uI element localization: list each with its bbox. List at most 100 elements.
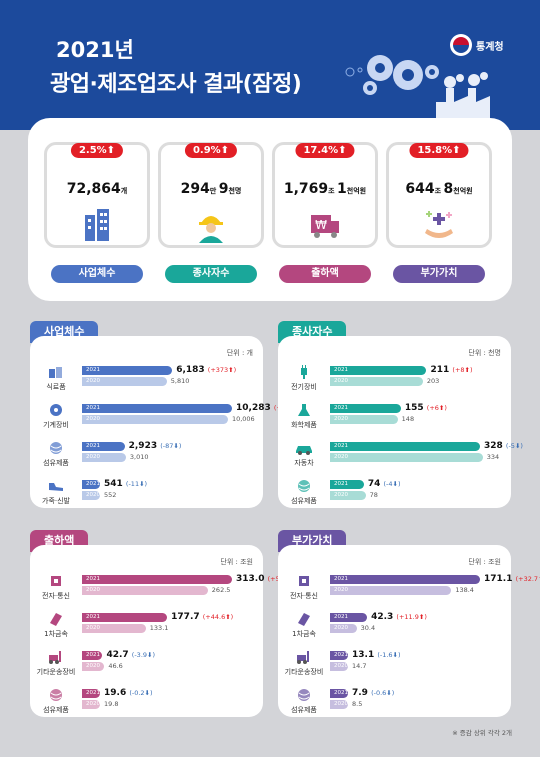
logo-text: 통계청 xyxy=(476,41,504,53)
value-2021: 211 (+8⬆) xyxy=(430,365,472,375)
value-2020: 30.4 xyxy=(360,624,376,632)
year-label: 2020 xyxy=(86,625,100,631)
year-label: 2020 xyxy=(334,492,348,498)
bar-row: 섬유제품 2021 2020 19.6 (-0.2⬇) 19.8 xyxy=(30,687,263,727)
value-text: 13.1 xyxy=(352,650,378,660)
bar-2020: 2020 xyxy=(330,415,398,424)
year-label: 2021 xyxy=(334,405,348,411)
summary-card-3: 17.4%⬆ 1,769조 1천억원 ₩ xyxy=(272,142,378,248)
gear-icon xyxy=(46,402,66,418)
value-text: 328 xyxy=(484,441,506,451)
year-label: 2020 xyxy=(86,587,100,593)
summary-card-4: 15.8%⬆ 644조 8천억원 xyxy=(386,142,492,248)
yarn-icon xyxy=(46,687,66,703)
year-label: 2020 xyxy=(86,378,100,384)
value-unit: 조 xyxy=(434,187,444,195)
change-text: (-0.2⬇) xyxy=(129,689,153,697)
year-label: 2020 xyxy=(86,663,100,669)
row-label: 섬유제품 xyxy=(291,497,317,505)
year-label: 2021 xyxy=(86,367,100,373)
footnote: ※ 증감 상위 각각 2개 xyxy=(452,729,512,737)
summary-value: 644조 8천억원 xyxy=(389,181,489,197)
value-unit: 만 xyxy=(209,187,219,195)
unit-label: 단위 : 조원 xyxy=(468,558,501,566)
year-label: 2021 xyxy=(86,405,100,411)
bar-2020: 2020 xyxy=(82,377,167,386)
unit-label: 단위 : 천명 xyxy=(468,349,501,357)
bar-row: 식료품 2021 2020 6,183 (+373⬆) 5,810 xyxy=(30,364,263,404)
value-text: 19.6 xyxy=(104,688,130,698)
value-2021: 19.6 (-0.2⬇) xyxy=(104,688,153,698)
value-2020: 334 xyxy=(486,453,500,461)
value-2021: 42.7 (-3.9⬇) xyxy=(106,650,155,660)
row-label: 기계장비 xyxy=(43,421,69,429)
value-2020: 552 xyxy=(104,491,117,499)
bar-row: 전기장비 2021 2020 211 (+8⬆) 203 xyxy=(278,364,511,404)
value-text: 74 xyxy=(367,479,384,489)
value-2021: 7.9 (-0.6⬇) xyxy=(352,688,394,698)
year-label: 2021 xyxy=(334,652,348,658)
value-2021: 155 (+6⬆) xyxy=(405,403,447,413)
bar-2021: 2021 xyxy=(330,651,348,660)
year-label: 2020 xyxy=(86,416,100,422)
year-title: 2021년 xyxy=(56,38,134,62)
year-label: 2020 xyxy=(86,492,100,498)
summary-value: 1,769조 1천억원 xyxy=(275,181,375,197)
forklift-icon xyxy=(294,649,314,665)
year-label: 2021 xyxy=(86,614,100,620)
value-unit-secondary: 천억원 xyxy=(346,187,367,195)
year-label: 2020 xyxy=(334,701,348,707)
bar-2020: 2020 xyxy=(82,586,208,595)
bar-2020: 2020 xyxy=(82,415,228,424)
year-label: 2021 xyxy=(334,576,348,582)
year-label: 2021 xyxy=(86,443,100,449)
value-2020: 148 xyxy=(401,415,415,423)
bar-row: 1차금속 2021 2020 177.7 (+44.6⬆) 133.1 xyxy=(30,611,263,651)
bar-2021: 2021 xyxy=(330,480,364,489)
change-badge: 15.8%⬆ xyxy=(409,143,469,158)
year-label: 2021 xyxy=(334,690,348,696)
value-text: 6,183 xyxy=(176,365,208,375)
value-main: 294 xyxy=(180,181,210,197)
value-2020: 262.5 xyxy=(211,586,231,594)
header-banner: 2021년 광업·제조업조사 결과(잠정) 통계청 xyxy=(0,0,540,130)
value-2021: 541 (-11⬇) xyxy=(104,479,147,489)
value-text: 7.9 xyxy=(352,688,372,698)
value-text: 177.7 xyxy=(171,612,203,622)
year-label: 2020 xyxy=(334,587,348,593)
bar-2020: 2020 xyxy=(330,662,348,671)
summary-label-1: 사업체수 xyxy=(51,265,143,283)
bar-row: 가죽·신발 2021 2020 541 (-11⬇) 552 xyxy=(30,478,263,518)
year-label: 2020 xyxy=(334,416,348,422)
change-badge: 2.5%⬆ xyxy=(70,143,124,158)
value-text: 10,283 xyxy=(236,403,274,413)
bar-2020: 2020 xyxy=(82,453,126,462)
bar-2020: 2020 xyxy=(82,662,105,671)
summary-label-4: 부가가치 xyxy=(393,265,485,283)
chip-icon xyxy=(294,573,314,589)
bar-2021: 2021 xyxy=(330,613,368,622)
bar-2021: 2021 xyxy=(330,404,401,413)
change-text: (-3.9⬇) xyxy=(131,651,155,659)
value-main: 1,769 xyxy=(283,181,329,197)
change-text: (-87⬇) xyxy=(160,442,182,450)
year-label: 2021 xyxy=(86,481,100,487)
shoe-icon xyxy=(46,478,66,494)
value-2020: 8.5 xyxy=(352,700,363,708)
bar-2021: 2021 xyxy=(82,404,232,413)
value-2021: 42.3 (+11.9⬆) xyxy=(371,612,427,622)
bar-2021: 2021 xyxy=(82,575,232,584)
bar-2021: 2021 xyxy=(82,613,168,622)
year-label: 2021 xyxy=(334,367,348,373)
building-icon xyxy=(79,207,115,243)
value-2021: 6,183 (+373⬆) xyxy=(176,365,236,375)
panel-1: 단위 : 개 식료품 2021 2020 6,183 (+373⬆) 5,810 기계장비 2… xyxy=(30,336,302,508)
row-label: 섬유제품 xyxy=(291,706,317,714)
value-2020: 46.6 xyxy=(108,662,123,670)
forklift-icon xyxy=(46,649,66,665)
taegeuk-icon xyxy=(450,34,472,56)
value-2020: 133.1 xyxy=(149,624,169,632)
chip-icon xyxy=(46,573,66,589)
